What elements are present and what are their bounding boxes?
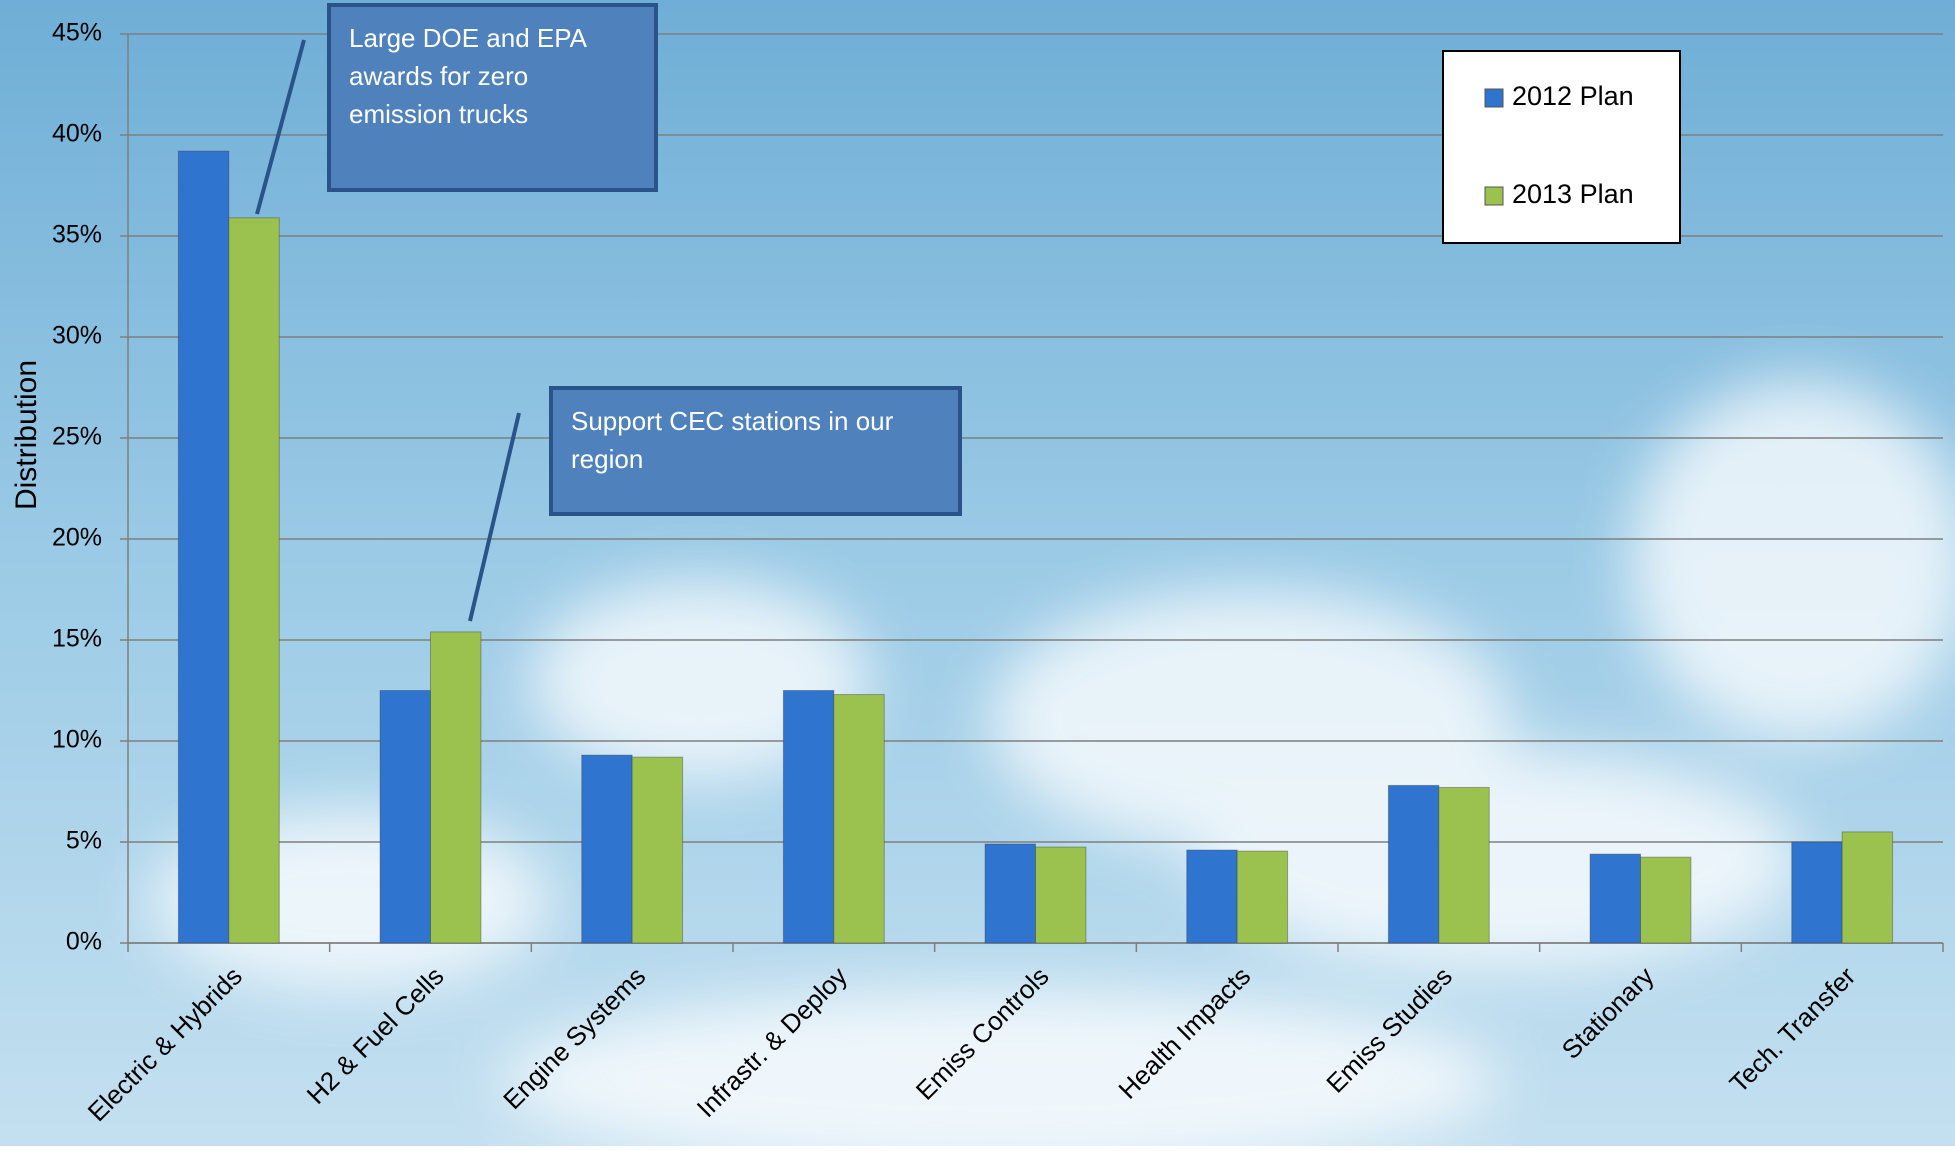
bar — [1792, 842, 1842, 943]
y-tick-label: 5% — [66, 827, 102, 855]
y-axis-title: Distribution — [10, 360, 43, 510]
legend-swatch — [1485, 89, 1503, 107]
annotation: Large DOE and EPA awards for zero emissi… — [329, 5, 656, 190]
legend-swatch — [1485, 187, 1503, 205]
y-tick-label: 20% — [52, 524, 102, 552]
y-tick-label: 30% — [52, 322, 102, 350]
legend-label: 2013 Plan — [1512, 179, 1634, 209]
y-tick-label: 15% — [52, 625, 102, 653]
y-tick-label: 0% — [66, 928, 102, 956]
y-tick-label: 40% — [52, 120, 102, 148]
bar — [178, 151, 228, 943]
chart: Distribution 0% 5% 10% 15% 20% 25% 30% 35% 40% 45… — [0, 0, 1955, 1146]
callout: Large DOE and EPA awards for zero emissi… — [329, 5, 656, 190]
bar — [1036, 847, 1086, 943]
bar — [582, 755, 632, 943]
bar — [1439, 787, 1489, 943]
bar — [229, 218, 279, 943]
y-tick-label: 35% — [52, 221, 102, 249]
y-tick-label: 45% — [52, 19, 102, 47]
bar — [1237, 851, 1287, 943]
bar — [632, 757, 682, 943]
bar — [1590, 854, 1640, 943]
legend-box — [1443, 51, 1680, 243]
bar — [1842, 832, 1892, 943]
annotation: Support CEC stations in our region — [551, 388, 960, 514]
y-tick-label: 10% — [52, 726, 102, 754]
legend: 2012 Plan 2013 Plan — [1443, 51, 1680, 243]
bar — [380, 691, 430, 944]
bar — [1641, 857, 1691, 943]
bar — [834, 695, 884, 943]
bar — [985, 844, 1035, 943]
y-tick-label: 25% — [52, 423, 102, 451]
callout: Support CEC stations in our region — [551, 388, 960, 514]
bar — [1187, 850, 1237, 943]
bar — [431, 632, 481, 943]
bar — [783, 691, 833, 944]
bar — [1388, 785, 1438, 943]
legend-label: 2012 Plan — [1512, 81, 1634, 111]
